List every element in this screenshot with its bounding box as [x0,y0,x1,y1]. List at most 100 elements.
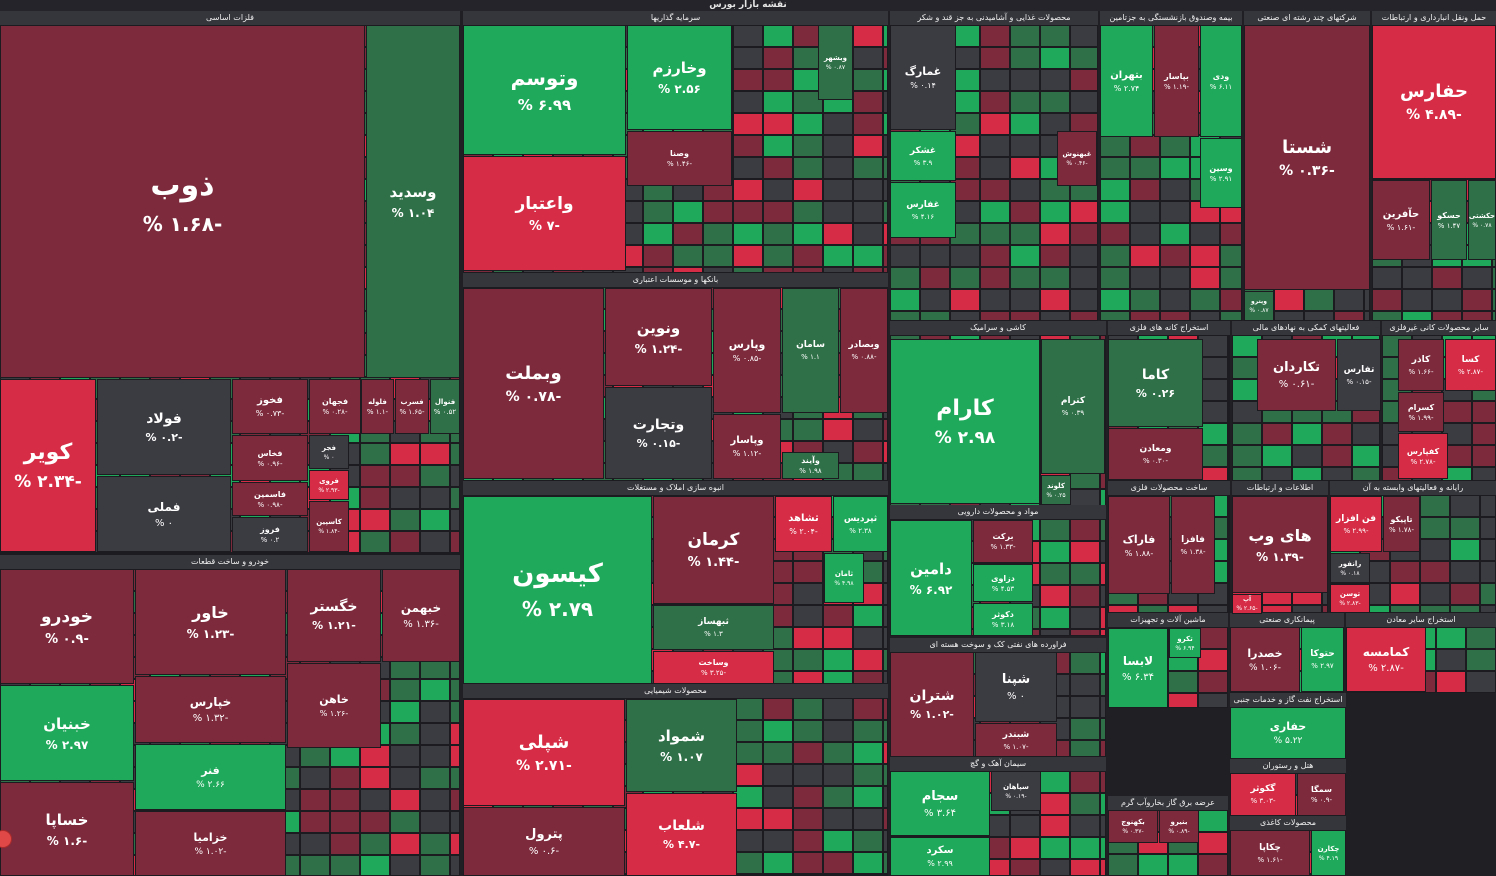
minor-stock-tile[interactable] [1100,718,1106,740]
minor-stock-tile[interactable] [853,419,883,441]
minor-stock-tile[interactable] [1040,859,1070,876]
minor-stock-tile[interactable] [1070,91,1098,113]
stock-tile[interactable]: فخوز -۰.۷۳ % [232,379,308,434]
minor-stock-tile[interactable] [823,698,853,720]
minor-stock-tile[interactable] [1010,859,1040,876]
stock-tile[interactable]: حکشتی ۰.۷۸ % [1468,180,1496,260]
minor-stock-tile[interactable] [1304,289,1334,311]
stock-tile[interactable]: سامان ۱.۱ % [782,288,839,413]
minor-stock-tile[interactable] [733,720,763,742]
minor-stock-tile[interactable] [1010,69,1040,91]
minor-stock-tile[interactable] [300,789,330,811]
stock-tile[interactable]: سمگا -۰.۹ % [1297,773,1346,816]
minor-stock-tile[interactable] [1160,311,1190,321]
minor-stock-tile[interactable] [1168,854,1198,876]
stock-tile[interactable]: فملی ۰ % [97,476,231,552]
minor-stock-tile[interactable] [1420,561,1450,583]
minor-stock-tile[interactable] [1492,267,1496,289]
minor-stock-tile[interactable] [0,553,30,555]
minor-stock-tile[interactable] [763,223,793,245]
minor-stock-tile[interactable] [853,201,883,223]
minor-stock-tile[interactable] [1070,201,1098,223]
minor-stock-tile[interactable] [1070,585,1100,607]
minor-stock-tile[interactable] [450,855,460,876]
minor-stock-tile[interactable] [1040,91,1070,113]
stock-tile[interactable]: کسا -۲.۸۷ % [1445,339,1496,391]
minor-stock-tile[interactable] [883,852,888,874]
stock-tile[interactable]: وپترو ۰.۸۷ % [1244,291,1274,321]
minor-stock-tile[interactable] [360,855,390,876]
stock-tile[interactable]: وآیند ۱.۹۸ % [782,452,839,479]
stock-tile[interactable]: فن افزار -۲.۹۹ % [1330,496,1382,552]
minor-stock-tile[interactable] [390,811,420,833]
minor-stock-tile[interactable] [763,267,793,273]
minor-stock-tile[interactable] [1040,585,1070,607]
minor-stock-tile[interactable] [1160,267,1190,289]
minor-stock-tile[interactable] [1462,267,1492,289]
minor-stock-tile[interactable] [1466,627,1496,649]
minor-stock-tile[interactable] [1100,157,1130,179]
stock-tile[interactable]: فنر ۲.۶۶ % [135,744,286,810]
stock-tile[interactable]: بنیرو -۰.۸۹ % [1159,810,1199,843]
minor-stock-tile[interactable] [1228,583,1230,605]
minor-stock-tile[interactable] [1040,607,1070,629]
minor-stock-tile[interactable] [793,157,823,179]
minor-stock-tile[interactable] [763,808,793,830]
minor-stock-tile[interactable] [1462,311,1492,321]
minor-stock-tile[interactable] [1040,201,1070,223]
minor-stock-tile[interactable] [1198,854,1228,876]
minor-stock-tile[interactable] [883,561,888,583]
stock-tile[interactable]: ثبهساز ۱.۳ % [653,605,774,650]
minor-stock-tile[interactable] [883,764,888,786]
stock-tile[interactable]: کویر -۲.۳۴ % [0,379,96,552]
minor-stock-tile[interactable] [1480,517,1496,539]
minor-stock-tile[interactable] [420,553,450,555]
minor-stock-tile[interactable] [1228,379,1230,401]
minor-stock-tile[interactable] [1198,832,1228,854]
minor-stock-tile[interactable] [1274,289,1304,311]
minor-stock-tile[interactable] [763,47,793,69]
minor-stock-tile[interactable] [1100,201,1130,223]
stock-tile[interactable]: تاپیکو -۱.۷۸ % [1383,496,1420,552]
minor-stock-tile[interactable] [420,855,450,876]
minor-stock-tile[interactable] [793,627,823,649]
minor-stock-tile[interactable] [1130,311,1160,321]
minor-stock-tile[interactable] [763,25,793,47]
minor-stock-tile[interactable] [883,47,888,69]
minor-stock-tile[interactable] [1010,25,1040,47]
minor-stock-tile[interactable] [1492,289,1496,311]
minor-stock-tile[interactable] [1040,69,1070,91]
minor-stock-tile[interactable] [1108,854,1138,876]
minor-stock-tile[interactable] [853,47,883,69]
minor-stock-tile[interactable] [1130,135,1160,157]
minor-stock-tile[interactable] [950,311,980,321]
stock-tile[interactable]: خاور -۱.۲۳ % [135,569,286,675]
minor-stock-tile[interactable] [853,649,883,671]
minor-stock-tile[interactable] [980,201,1010,223]
minor-stock-tile[interactable] [1420,605,1450,613]
minor-stock-tile[interactable] [1402,267,1432,289]
stock-tile[interactable]: حسکو ۱.۴۷ % [1431,180,1467,260]
minor-stock-tile[interactable] [673,245,703,267]
minor-stock-tile[interactable] [420,723,450,745]
minor-stock-tile[interactable] [980,69,1010,91]
minor-stock-tile[interactable] [1130,179,1160,201]
minor-stock-tile[interactable] [1228,605,1230,613]
stock-tile[interactable]: خودرو -۰.۹ % [0,569,134,684]
stock-tile[interactable]: سکرد ۲.۹۹ % [890,837,990,876]
minor-stock-tile[interactable] [1462,289,1492,311]
minor-stock-tile[interactable] [920,267,950,289]
minor-stock-tile[interactable] [120,553,150,555]
minor-stock-tile[interactable] [1228,467,1230,481]
minor-stock-tile[interactable] [390,487,420,509]
minor-stock-tile[interactable] [823,852,853,874]
minor-stock-tile[interactable] [673,201,703,223]
minor-stock-tile[interactable] [853,223,883,245]
minor-stock-tile[interactable] [733,830,763,852]
minor-stock-tile[interactable] [793,583,823,605]
minor-stock-tile[interactable] [1070,837,1100,859]
stock-tile[interactable]: دامین ۶.۹۲ % [890,520,972,636]
stock-tile[interactable]: ثپردیس ۲.۳۸ % [833,496,888,552]
minor-stock-tile[interactable] [420,679,450,701]
minor-stock-tile[interactable] [823,157,853,179]
